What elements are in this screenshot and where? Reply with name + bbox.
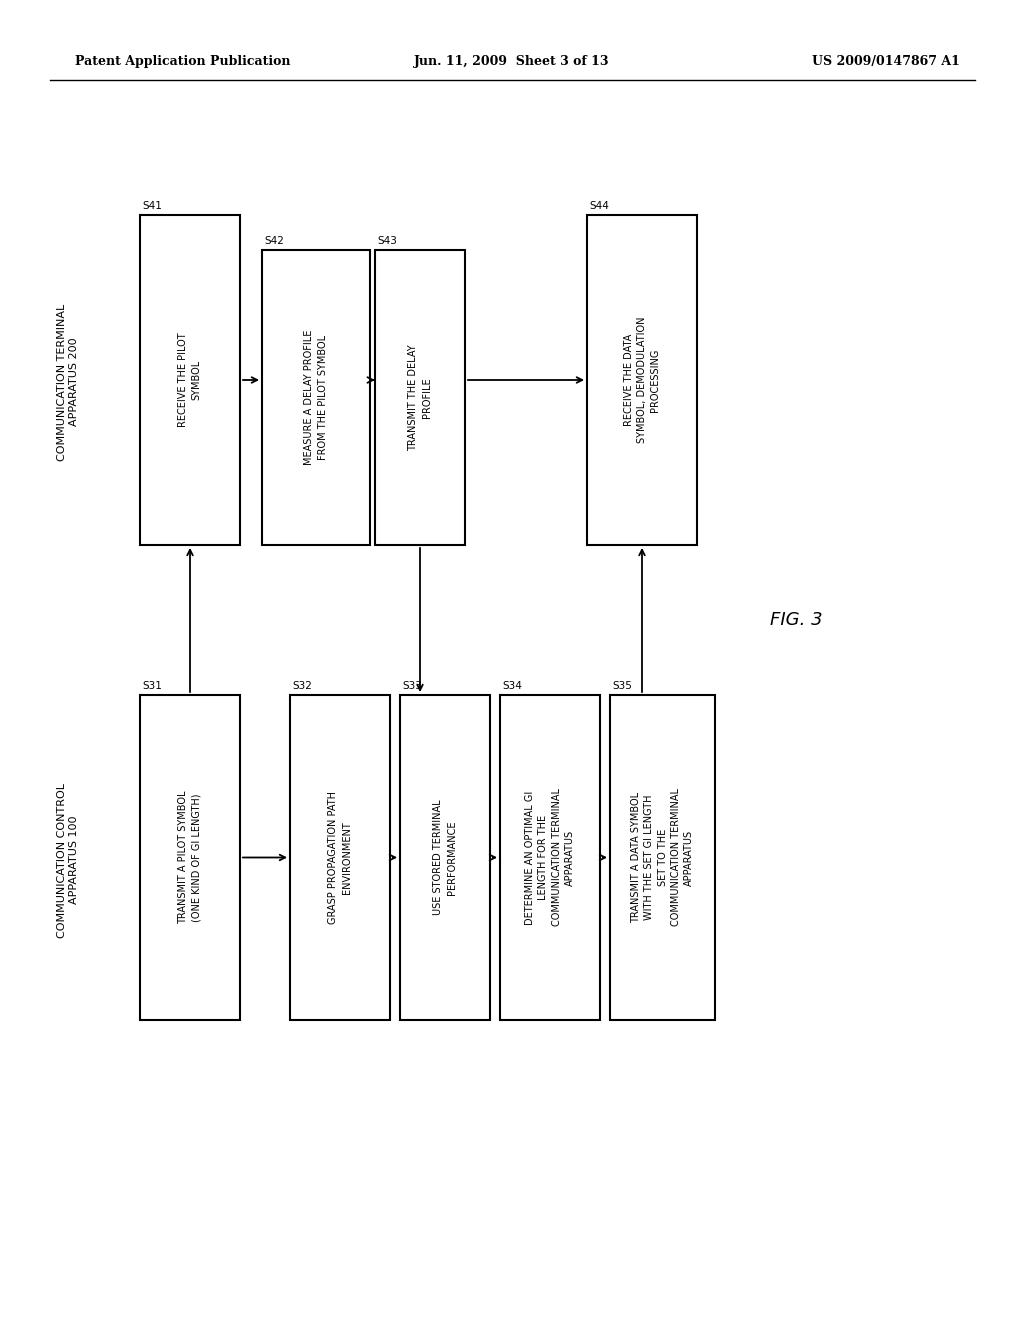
Bar (610, 696, 715, 1020)
Text: TRANSMIT A PILOT SYMBOL
(ONE KIND OF GI LENGTH): TRANSMIT A PILOT SYMBOL (ONE KIND OF GI … (178, 791, 202, 924)
Text: US 2009/0147867 A1: US 2009/0147867 A1 (812, 55, 961, 69)
Text: TRANSMIT A DATA SYMBOL
WITH THE SET GI LENGTH
SET TO THE
COMMUNICATION TERMINAL
: TRANSMIT A DATA SYMBOL WITH THE SET GI L… (631, 788, 694, 927)
Text: Patent Application Publication: Patent Application Publication (75, 55, 291, 69)
Text: S35: S35 (612, 681, 632, 690)
Bar (290, 696, 390, 1020)
Text: S33: S33 (402, 681, 422, 690)
Text: S44: S44 (589, 201, 609, 211)
Text: GRASP PROPAGATION PATH
ENVIRONMENT: GRASP PROPAGATION PATH ENVIRONMENT (329, 791, 351, 924)
Bar (500, 696, 600, 1020)
Text: FIG. 3: FIG. 3 (770, 611, 822, 630)
Bar (375, 249, 465, 545)
Text: RECEIVE THE PILOT
SYMBOL: RECEIVE THE PILOT SYMBOL (178, 333, 202, 428)
Text: S31: S31 (142, 681, 162, 690)
Text: S42: S42 (264, 236, 284, 246)
Text: S41: S41 (142, 201, 162, 211)
Text: COMMUNICATION TERMINAL
APPARATUS 200: COMMUNICATION TERMINAL APPARATUS 200 (57, 304, 79, 461)
Bar (400, 696, 490, 1020)
Bar (262, 249, 370, 545)
Text: MEASURE A DELAY PROFILE
FROM THE PILOT SYMBOL: MEASURE A DELAY PROFILE FROM THE PILOT S… (304, 330, 328, 465)
Bar (140, 215, 240, 545)
Text: S32: S32 (292, 681, 312, 690)
Bar (140, 696, 240, 1020)
Text: USE STORED TERMINAL
PERFORMANCE: USE STORED TERMINAL PERFORMANCE (433, 800, 457, 915)
Text: COMMUNICATION CONTROL
APPARATUS 100: COMMUNICATION CONTROL APPARATUS 100 (57, 783, 79, 937)
Text: RECEIVE THE DATA
SYMBOL, DEMODULATION
PROCESSING: RECEIVE THE DATA SYMBOL, DEMODULATION PR… (624, 317, 660, 444)
Text: Jun. 11, 2009  Sheet 3 of 13: Jun. 11, 2009 Sheet 3 of 13 (415, 55, 609, 69)
Bar (587, 215, 697, 545)
Text: S43: S43 (377, 236, 397, 246)
Text: S34: S34 (502, 681, 522, 690)
Text: TRANSMIT THE DELAY
PROFILE: TRANSMIT THE DELAY PROFILE (409, 345, 431, 451)
Text: DETERMINE AN OPTIMAL GI
LENGTH FOR THE
COMMUNICATION TERMINAL
APPARATUS: DETERMINE AN OPTIMAL GI LENGTH FOR THE C… (525, 788, 574, 927)
